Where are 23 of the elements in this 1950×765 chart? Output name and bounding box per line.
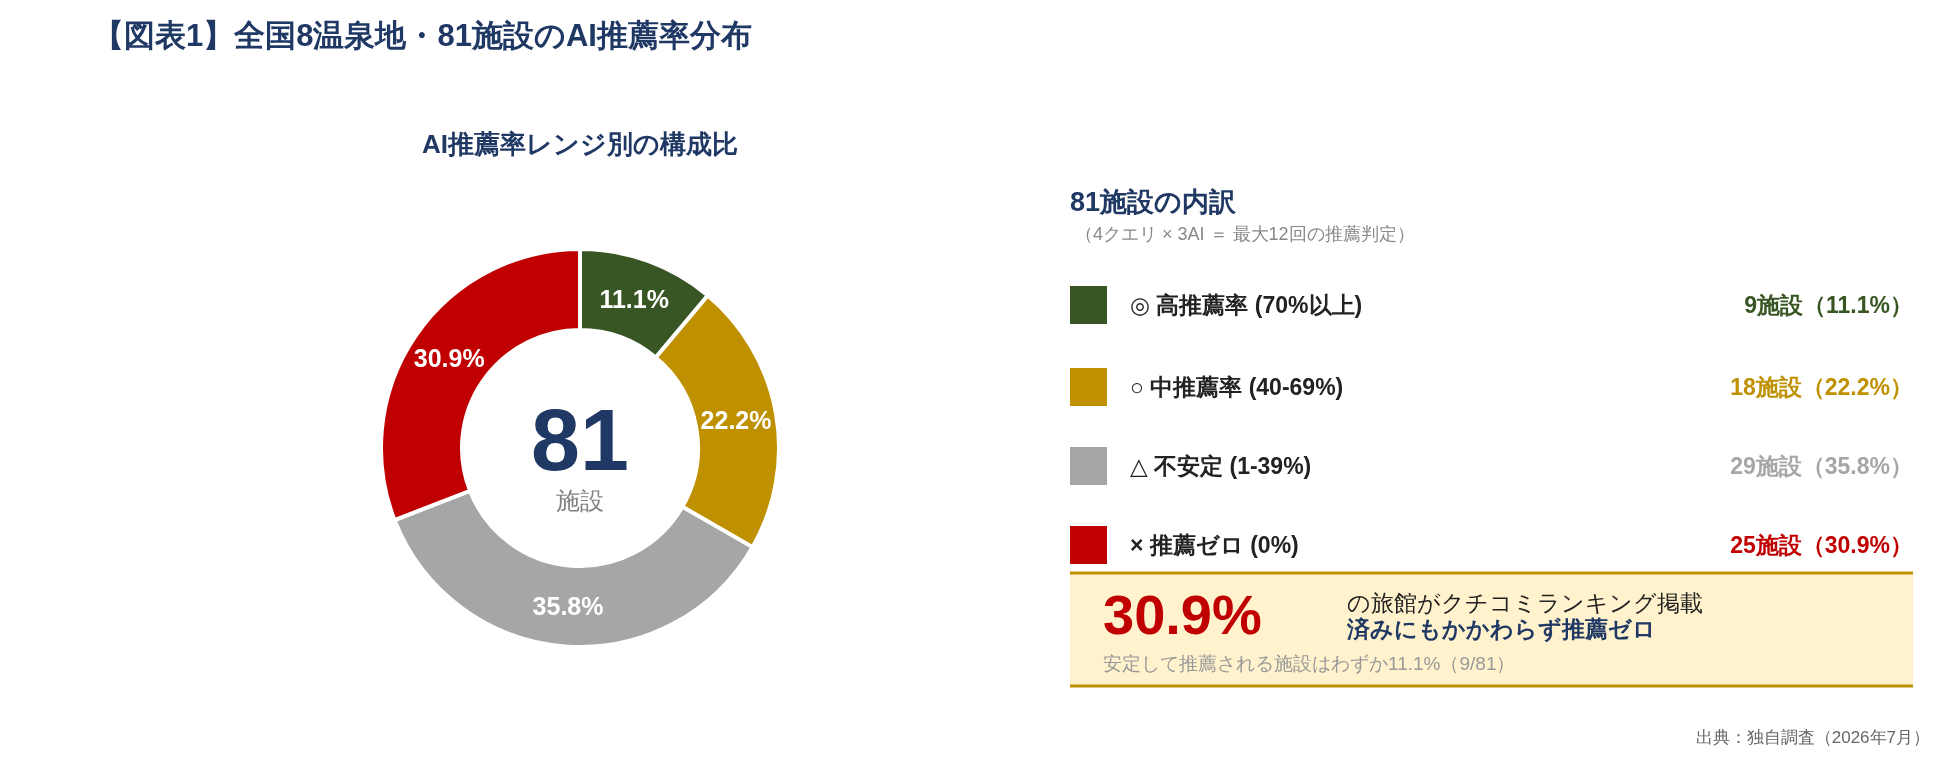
legend-label: ◎ 高推薦率 (70%以上): [1130, 292, 1363, 318]
text: の旅館がクチコミランキング掲載: [1347, 590, 1703, 616]
text: 18施設（22.2%）: [1730, 374, 1913, 400]
legend-label: ○ 中推薦率 (40-69%): [1130, 374, 1344, 400]
data-label: 35.8%: [532, 592, 604, 621]
text: 9施設（11.1%）: [1744, 292, 1913, 318]
text: 30.9%: [1103, 583, 1262, 646]
text: 施設: [556, 487, 604, 514]
text: （4クエリ × 3AI ＝ 最大12回の推薦判定）: [1075, 224, 1415, 244]
source-note: 出典：独自調査（2026年7月）: [1695, 728, 1930, 747]
text: 安定して推薦される施設はわずか11.1%（9/81）: [1103, 653, 1516, 674]
data-label: 30.9%: [413, 344, 485, 373]
legend-label: △ 不安定 (1-39%): [1130, 453, 1312, 479]
legend-label: × 推薦ゼロ (0%): [1130, 532, 1299, 558]
text: 29施設（35.8%）: [1730, 453, 1913, 479]
text: 81: [531, 390, 629, 489]
data-label: 11.1%: [599, 285, 669, 314]
chart-title: 【図表1】全国8温泉地・81施設のAI推薦率分布: [93, 18, 752, 53]
text: 25施設（30.9%）: [1730, 532, 1913, 558]
data-label: 22.2%: [700, 406, 772, 435]
chart-subtitle: AI推薦率レンジ別の構成比: [422, 129, 738, 159]
text: 81施設の内訳: [1070, 187, 1238, 217]
text: 済みにもかかわらず推薦ゼロ: [1346, 616, 1656, 643]
